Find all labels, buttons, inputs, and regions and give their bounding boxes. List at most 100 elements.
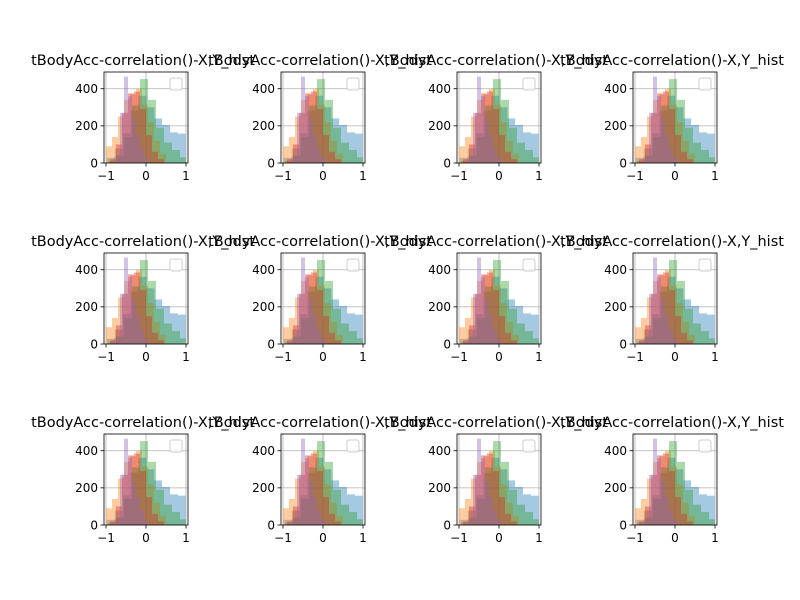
- x-tick-label: 1: [359, 169, 367, 183]
- histogram-bar: [487, 453, 493, 525]
- histogram-bar: [531, 314, 539, 344]
- y-tick-label: 400: [604, 263, 627, 277]
- histogram-bar: [124, 461, 130, 525]
- histogram-bar: [707, 495, 715, 525]
- histogram-bar: [323, 288, 332, 344]
- y-tick-label: 0: [619, 156, 627, 170]
- histogram-bar: [156, 127, 164, 163]
- histogram-series: [106, 457, 186, 525]
- histogram-series: [108, 260, 186, 344]
- histogram-bar: [637, 161, 645, 163]
- x-tick-label: 0: [495, 169, 503, 183]
- histogram-bar: [685, 308, 693, 344]
- histogram-bar: [659, 110, 668, 163]
- histogram-bar: [140, 79, 148, 163]
- histogram-bar: [643, 519, 649, 525]
- histogram-bar: [124, 438, 128, 525]
- y-tick-label: 400: [604, 82, 627, 96]
- histogram-series: [643, 438, 677, 525]
- histogram-bar: [635, 146, 641, 163]
- x-tick-label: 0: [319, 531, 327, 545]
- histogram-bar: [483, 456, 489, 525]
- histogram-bar: [513, 515, 519, 525]
- histogram-bar: [140, 148, 144, 163]
- histogram-series: [291, 257, 325, 344]
- histogram-bar: [132, 467, 140, 525]
- histogram-bar: [657, 277, 661, 344]
- histogram-bar: [307, 110, 316, 163]
- subplot: −1 0 10200400tBodyAcc-correlation()-X,Y_hi…: [384, 234, 608, 364]
- histogram-bar: [170, 313, 178, 344]
- histogram-bar: [531, 495, 539, 525]
- histogram-bar: [517, 504, 525, 525]
- histogram-bar: [489, 450, 495, 525]
- histogram-bar: [477, 76, 481, 163]
- histogram-bar: [158, 521, 164, 525]
- histogram-bar: [114, 338, 120, 344]
- histogram-bar: [299, 314, 308, 344]
- histogram-bar: [291, 519, 297, 525]
- histogram-bar: [321, 157, 325, 163]
- histogram-bar: [152, 151, 158, 163]
- x-tick-label: 0: [495, 531, 503, 545]
- histogram-bar: [323, 469, 332, 525]
- histogram-bar: [317, 441, 325, 525]
- histogram-bar: [331, 140, 337, 163]
- histogram-bar: [297, 112, 301, 163]
- histogram-bar: [305, 458, 309, 525]
- histogram-bar: [505, 332, 511, 344]
- histogram-bar: [313, 450, 319, 525]
- subplot: −1 0 10200400tBodyAcc-correlation()-X,Y_hi…: [560, 53, 784, 183]
- histogram-bar: [311, 453, 317, 525]
- histogram-bar: [112, 499, 118, 525]
- x-tick-label: −1: [97, 350, 115, 364]
- histogram-bar: [148, 280, 156, 344]
- histogram-bar: [475, 474, 481, 525]
- histogram-bar: [148, 461, 156, 525]
- histogram-bar: [653, 99, 659, 163]
- histogram-bar: [152, 513, 158, 525]
- histogram-bar: [661, 286, 669, 344]
- histogram-series: [461, 441, 539, 525]
- histogram-bar: [170, 494, 178, 525]
- histogram-bar: [339, 305, 347, 344]
- histogram-bar: [523, 132, 531, 163]
- subplot: −1 0 10200400tBodyAcc-correlation()-X,Y_hi…: [31, 415, 255, 545]
- histogram-bar: [683, 321, 689, 344]
- y-tick-label: 0: [90, 337, 98, 351]
- histogram-bar: [299, 495, 308, 525]
- histogram-bar: [485, 482, 489, 525]
- histogram-bar: [499, 107, 508, 163]
- histogram-series: [106, 95, 186, 163]
- histogram-bar: [489, 88, 495, 163]
- y-tick-label: 200: [75, 481, 98, 495]
- histogram-bar: [485, 286, 493, 344]
- histogram-bar: [180, 519, 186, 525]
- histogram-bar: [645, 506, 651, 525]
- x-tick-label: −1: [626, 350, 644, 364]
- histogram-bar: [285, 161, 293, 163]
- histogram-bar: [335, 521, 341, 525]
- histogram-bar: [317, 471, 323, 525]
- histogram-bar: [471, 478, 477, 525]
- histogram-bar: [355, 133, 363, 163]
- histogram-bar: [489, 316, 493, 344]
- histogram-bar: [106, 146, 112, 163]
- histogram-bar: [643, 338, 649, 344]
- histogram-bar: [681, 513, 687, 525]
- x-tick-label: −1: [626, 169, 644, 183]
- histogram-bar: [643, 148, 652, 163]
- histogram-bar: [128, 277, 132, 344]
- histogram-bar: [653, 438, 657, 525]
- histogram-bar: [501, 122, 507, 163]
- histogram-series: [639, 453, 693, 525]
- histogram-bar: [291, 338, 297, 344]
- histogram-bar: [667, 457, 676, 525]
- histogram-bar: [501, 303, 507, 344]
- histogram-bar: [337, 515, 343, 525]
- histogram-bar: [683, 140, 689, 163]
- subplot-title: tBodyAcc-correlation()-X,Y_hist: [560, 415, 784, 431]
- histogram-bar: [459, 327, 465, 344]
- y-tick-label: 400: [252, 82, 275, 96]
